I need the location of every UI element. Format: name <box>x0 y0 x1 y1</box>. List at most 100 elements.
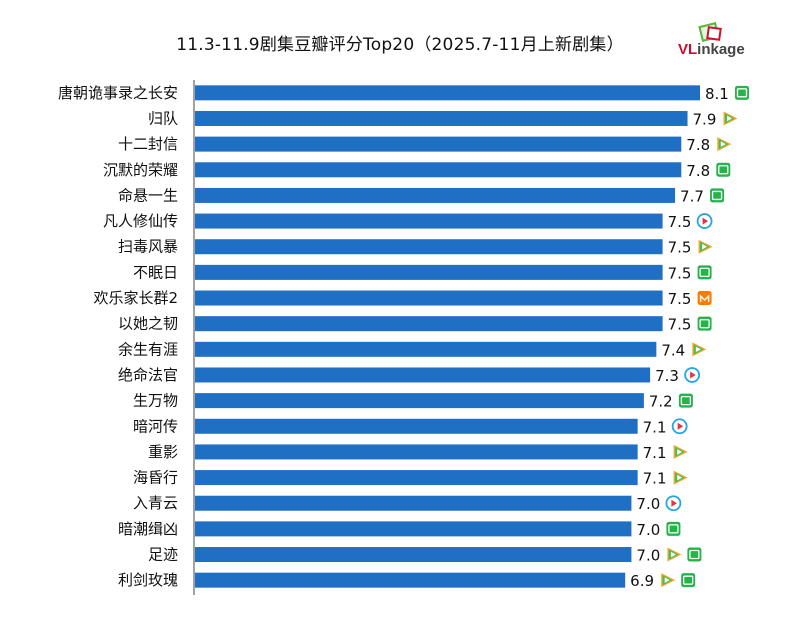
iqiyi-icon-frame <box>699 319 710 329</box>
value-label: 6.9 <box>630 572 654 590</box>
category-label: 以她之韧 <box>118 315 178 333</box>
category-label: 重影 <box>148 443 178 461</box>
category-label: 扫毒风暴 <box>118 238 178 256</box>
iqiyi-icon <box>735 85 749 100</box>
value-label: 7.5 <box>668 290 692 308</box>
value-label: 7.2 <box>649 393 673 411</box>
bar <box>195 495 632 511</box>
tencent-video-icon <box>698 239 713 254</box>
bar <box>195 136 682 152</box>
category-label: 归队 <box>148 109 178 127</box>
tencent-video-icon <box>667 547 682 562</box>
bar <box>195 367 651 383</box>
iqiyi-icon <box>687 547 702 562</box>
value-label: 7.8 <box>686 136 710 154</box>
tencent-video-icon <box>723 111 738 126</box>
bar <box>195 290 663 306</box>
tencent-icon-play <box>702 243 708 250</box>
value-label: 7.1 <box>643 418 667 436</box>
iqiyi-icon-frame <box>736 88 748 98</box>
bar <box>195 470 638 486</box>
youku-icon <box>665 495 682 512</box>
youku-icon-play <box>702 217 709 225</box>
mango-icon-m <box>699 294 710 303</box>
youku-icon <box>671 418 688 435</box>
tencent-icon-play <box>695 346 701 353</box>
category-label: 利剑玫瑰 <box>118 571 178 589</box>
bar <box>195 110 688 126</box>
mango-tv-icon <box>697 291 712 306</box>
category-label: 绝命法官 <box>118 366 178 384</box>
category-label: 命悬一生 <box>118 186 178 204</box>
category-label: 暗潮缉凶 <box>118 520 178 538</box>
tencent-icon-play <box>677 449 683 455</box>
iqiyi-icon-frame <box>699 267 710 278</box>
chart-title: 11.3-11.9剧集豆瓣评分Top20（2025.7-11月上新剧集） <box>176 35 624 55</box>
youku-icon <box>684 367 701 383</box>
iqiyi-icon <box>697 265 712 280</box>
tencent-icon-play <box>727 115 733 122</box>
category-label: 凡人修仙传 <box>103 212 178 230</box>
iqiyi-icon-frame <box>711 190 723 201</box>
iqiyi-icon-frame <box>680 395 692 406</box>
bar <box>195 187 676 203</box>
category-label: 唐朝诡事录之长安 <box>58 84 178 102</box>
tencent-icon-play <box>720 141 726 147</box>
category-label: 足迹 <box>148 546 178 564</box>
value-label: 7.1 <box>643 470 667 488</box>
category-label: 生万物 <box>133 392 178 410</box>
bar <box>195 239 663 255</box>
value-label: 7.3 <box>655 367 679 385</box>
iqiyi-icon <box>710 188 725 203</box>
bar <box>195 393 644 409</box>
bar <box>195 521 632 537</box>
youku-icon <box>696 213 713 229</box>
iqiyi-icon <box>678 393 693 408</box>
bar <box>195 418 638 434</box>
category-label: 沉默的荣耀 <box>103 161 178 179</box>
iqiyi-icon <box>716 162 731 177</box>
iqiyi-icon-frame <box>718 165 729 175</box>
category-label: 余生有涯 <box>118 340 178 358</box>
bar <box>195 264 663 280</box>
bar <box>195 316 663 332</box>
value-label: 7.5 <box>668 213 692 231</box>
value-label: 7.5 <box>668 316 692 334</box>
value-label: 8.1 <box>705 85 729 103</box>
tencent-icon-play <box>670 551 676 558</box>
bar <box>195 572 626 588</box>
tencent-video-icon <box>673 444 688 459</box>
iqiyi-icon <box>666 521 681 536</box>
category-label: 暗河传 <box>133 417 178 435</box>
bar <box>195 341 657 357</box>
vlinkage-logo: VLinkage <box>678 22 768 58</box>
iqiyi-icon-frame <box>683 575 694 585</box>
tencent-video-icon <box>717 137 732 152</box>
value-label: 7.5 <box>668 239 692 257</box>
bar <box>195 213 663 229</box>
bar <box>195 162 682 178</box>
tencent-video-icon <box>692 342 707 357</box>
tencent-video-icon <box>673 470 688 485</box>
iqiyi-icon <box>681 573 696 588</box>
bar <box>195 547 632 563</box>
youku-icon-play <box>671 499 677 507</box>
tencent-video-icon <box>661 573 676 588</box>
logo-text: VLinkage <box>678 41 745 58</box>
category-label: 十二封信 <box>118 135 178 153</box>
bar <box>195 444 638 460</box>
value-label: 7.0 <box>636 495 660 513</box>
value-label: 7.9 <box>693 110 717 128</box>
value-label: 7.4 <box>661 341 685 359</box>
tencent-icon-play <box>677 474 683 481</box>
value-label: 7.0 <box>636 521 660 539</box>
mango-icon-bg <box>697 291 712 306</box>
value-label: 7.7 <box>680 187 704 205</box>
tencent-icon-play <box>664 577 670 583</box>
bar <box>195 85 700 101</box>
iqiyi-icon-frame <box>689 549 700 560</box>
youku-icon-play <box>690 371 696 379</box>
iqiyi-icon <box>697 316 712 331</box>
category-label: 不眠日 <box>133 263 178 281</box>
